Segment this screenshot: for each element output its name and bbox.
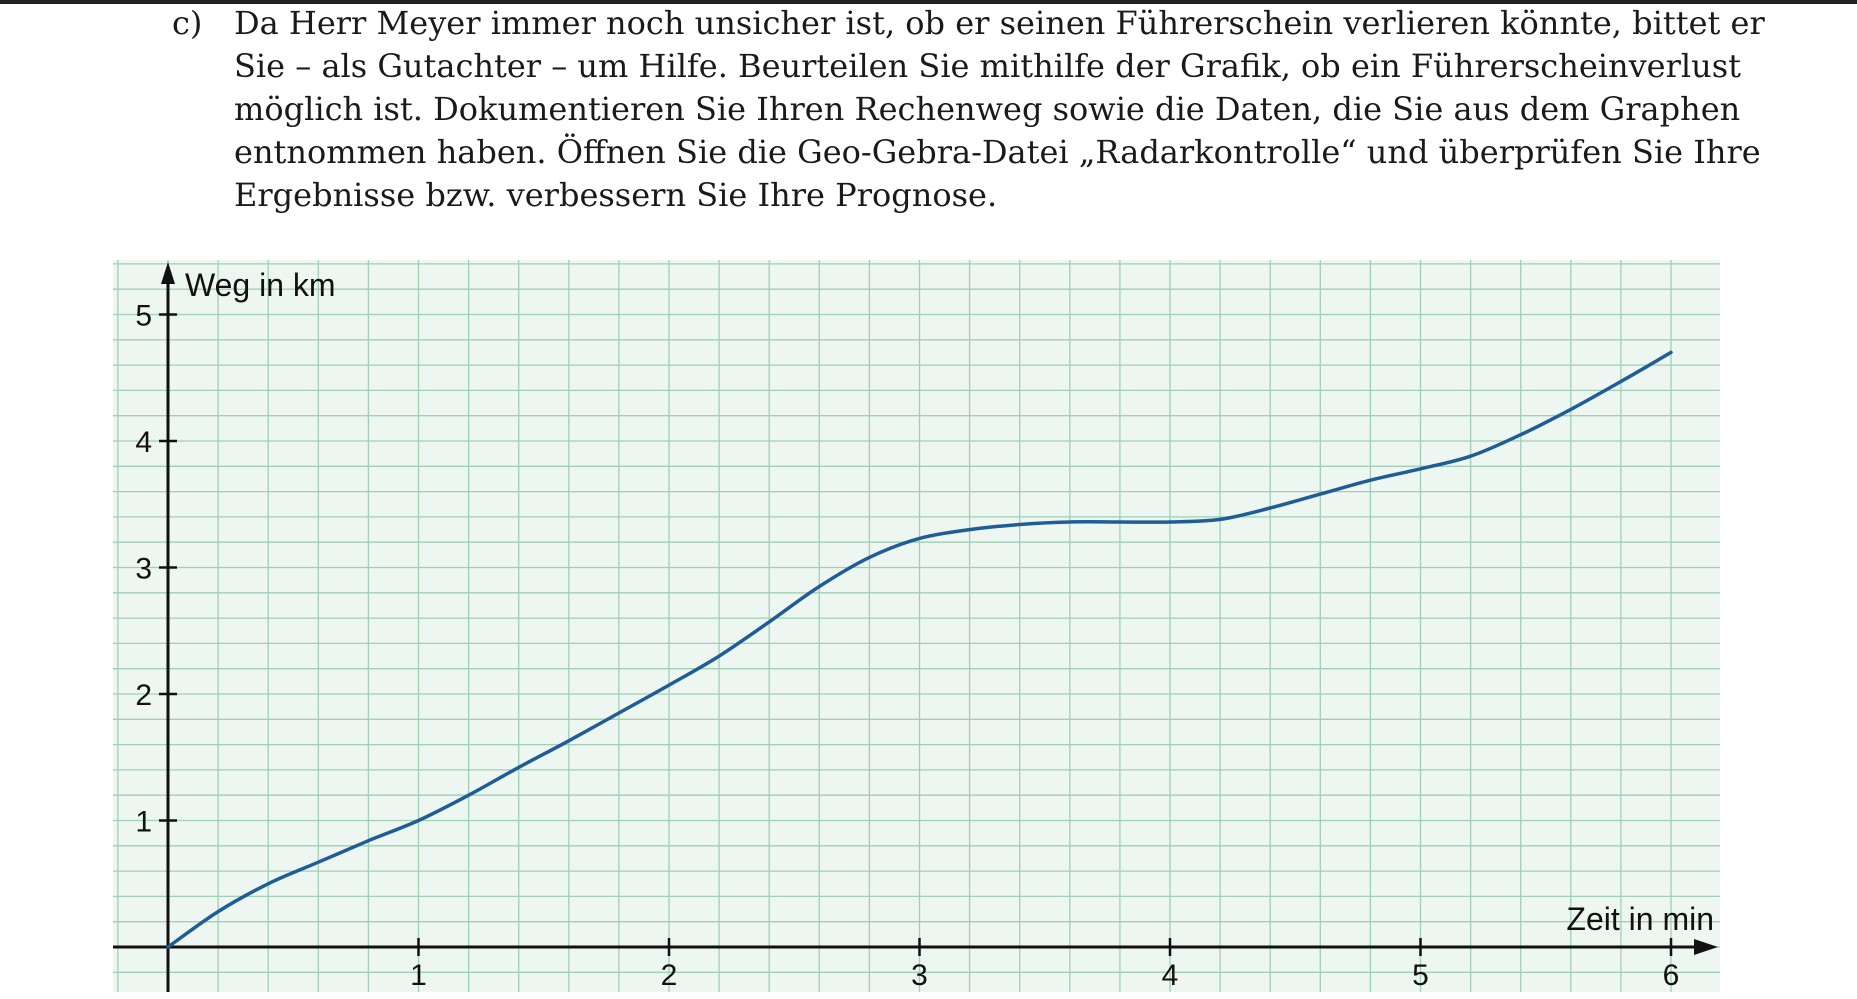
series-line — [166, 350, 1673, 949]
task-text: c) Da Herr Meyer immer noch unsicher ist… — [172, 2, 1765, 217]
y-tick-label: 2 — [135, 679, 152, 712]
y-tick-label: 1 — [135, 806, 152, 839]
x-tick-label: 5 — [1412, 959, 1429, 992]
x-tick-label: 6 — [1663, 959, 1680, 992]
task-line: Sie – als Gutachter – um Hilfe. Beurteil… — [234, 47, 1742, 85]
x-tick-label: 1 — [410, 959, 427, 992]
x-tick-label: 3 — [911, 959, 928, 992]
task-paragraph: Da Herr Meyer immer noch unsicher ist, o… — [234, 2, 1765, 217]
chart-svg: 1 2 3 4 5 6 1 2 3 4 5 Weg in km Zeit in min — [113, 260, 1720, 992]
y-tick-label: 3 — [135, 553, 152, 586]
task-line: entnommen haben. Öffnen Sie die Geo-Gebr… — [234, 133, 1761, 171]
task-line: Da Herr Meyer immer noch unsicher ist, o… — [234, 4, 1765, 42]
page-top-rule — [0, 0, 1857, 4]
chart-background — [113, 260, 1720, 992]
x-tick-label: 2 — [661, 959, 678, 992]
task-line: Ergebnisse bzw. verbessern Sie Ihre Prog… — [234, 176, 998, 214]
y-tick-label: 5 — [135, 300, 152, 333]
task-line: möglich ist. Dokumentieren Sie Ihren Rec… — [234, 90, 1741, 128]
task-label: c) — [172, 4, 203, 42]
distance-time-chart: 1 2 3 4 5 6 1 2 3 4 5 Weg in km Zeit in min — [113, 260, 1720, 992]
y-axis-label: Weg in km — [185, 267, 336, 303]
x-axis-arrow — [1694, 939, 1718, 955]
y-axis-arrow — [161, 262, 175, 284]
x-tick-label: 4 — [1162, 959, 1179, 992]
y-tick-label: 4 — [135, 426, 152, 459]
x-axis-label: Zeit in min — [1566, 901, 1714, 937]
